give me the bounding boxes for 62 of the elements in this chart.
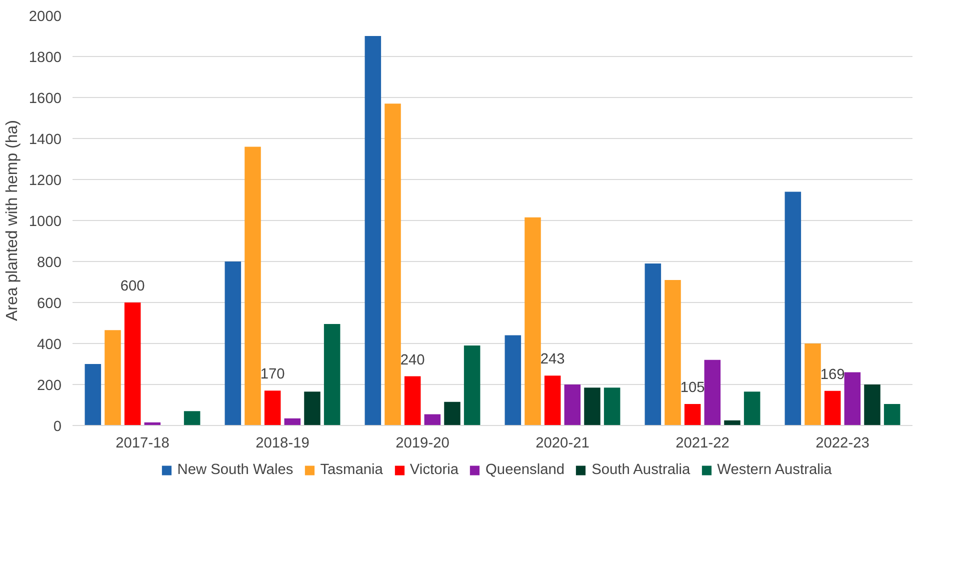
bar [244,146,261,426]
x-tick-label: 2020-21 [536,436,590,452]
data-label: 240 [400,352,425,368]
y-tick-label: 1000 [28,214,62,230]
x-tick-label: 2019-20 [396,436,450,452]
y-tick-label: 2000 [28,9,62,25]
bar [564,384,581,426]
x-tick-label: 2017-18 [116,436,170,452]
data-label: 600 [120,278,145,294]
bar [664,280,681,426]
bar [684,404,701,426]
y-tick-label: 1600 [28,91,62,107]
data-label: 243 [540,352,565,368]
bar [464,346,480,426]
bar [704,360,721,426]
bar [404,376,421,426]
legend-label: South Australia [592,462,690,478]
bar [744,392,760,426]
data-label: 105 [680,380,705,396]
bar [104,330,121,426]
x-tick-label: 2021-22 [676,436,730,452]
x-tick-label: 2022-23 [816,436,870,452]
y-tick-label: 400 [37,337,62,353]
bar [884,404,900,426]
bar [224,262,242,426]
bar [124,302,141,426]
bar [264,390,281,426]
y-tick-label: 1400 [28,132,62,148]
bar [184,411,200,426]
bar [584,388,600,426]
bar [604,388,620,426]
legend-label: New South Wales [177,462,294,478]
data-label: 169 [820,366,845,383]
y-tick-label: 0 [53,419,62,435]
y-axis-title: Area planted with hemp (ha) [4,120,21,321]
bar [364,36,382,426]
legend-label: Tasmania [320,462,383,478]
bar [304,392,320,426]
bar [824,390,841,426]
y-tick-label: 600 [37,296,62,312]
y-tick-label: 1200 [28,173,62,189]
bar [844,372,861,426]
bar [524,217,541,426]
x-tick-label: 2018-19 [256,436,310,452]
bar [504,335,522,426]
legend-label: Western Australia [717,462,832,478]
data-label: 170 [260,366,285,383]
legend-label: Victoria [410,462,459,478]
bar [84,364,102,426]
bar [424,414,441,426]
y-tick-label: 1800 [28,50,62,66]
bar [544,376,561,426]
bar [644,264,662,426]
y-tick-label: 800 [37,255,62,271]
bar [444,402,460,426]
legend-label: Queensland [486,462,565,478]
bar [804,344,821,426]
bar [384,104,401,426]
y-tick-label: 200 [37,378,62,394]
bar [324,324,340,426]
bar [784,192,802,426]
bar [864,384,880,426]
